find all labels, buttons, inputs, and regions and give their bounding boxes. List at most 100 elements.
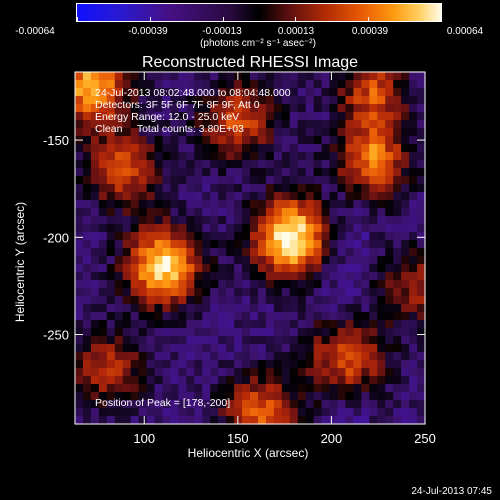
- heatmap-cell: [130, 216, 140, 225]
- heatmap-cell: [377, 288, 386, 297]
- heatmap-cell: [90, 160, 100, 169]
- heatmap-cell: [114, 112, 124, 121]
- heatmap-cell: [138, 128, 148, 137]
- heatmap-cell: [393, 232, 402, 241]
- heatmap-cell: [75, 112, 84, 121]
- heatmap-cell: [313, 344, 323, 353]
- heatmap-cell: [170, 408, 179, 417]
- heatmap-cell: [75, 152, 84, 161]
- heatmap-cell: [170, 368, 179, 377]
- heatmap-cell: [385, 152, 394, 161]
- heatmap-cell: [289, 320, 299, 329]
- heatmap-cell: [409, 200, 418, 209]
- heatmap-cell: [257, 288, 267, 297]
- heatmap-cell: [313, 392, 323, 401]
- heatmap-cell: [377, 144, 386, 153]
- heatmap-cell: [337, 160, 347, 169]
- heatmap-cell: [273, 112, 283, 121]
- heatmap-cell: [313, 96, 323, 105]
- heatmap-cell: [393, 168, 402, 177]
- heatmap-cell: [401, 144, 410, 153]
- heatmap-cell: [226, 224, 235, 233]
- heatmap-cell: [393, 88, 402, 97]
- heatmap-cell: [130, 72, 140, 81]
- heatmap-cell: [122, 80, 132, 89]
- heatmap-cell: [90, 144, 100, 153]
- heatmap-cell: [90, 312, 100, 321]
- heatmap-cell: [130, 296, 140, 305]
- heatmap-cell: [281, 248, 291, 257]
- heatmap-cell: [122, 224, 132, 233]
- heatmap-cell: [321, 344, 331, 353]
- heatmap-cell: [337, 368, 347, 377]
- heatmap-cell: [281, 88, 291, 97]
- heatmap-cell: [369, 136, 378, 145]
- heatmap-cell: [401, 304, 410, 313]
- heatmap-cell: [361, 152, 370, 161]
- heatmap-cell: [138, 96, 148, 105]
- heatmap-cell: [178, 96, 187, 105]
- heatmap-cell: [305, 72, 315, 81]
- heatmap-cell: [138, 200, 148, 209]
- heatmap-cell: [281, 400, 291, 409]
- heatmap-cell: [218, 120, 227, 129]
- heatmap-cell: [273, 256, 283, 265]
- heatmap-cell: [377, 88, 386, 97]
- heatmap-cell: [122, 272, 132, 281]
- heatmap-cell: [218, 288, 227, 297]
- heatmap-cell: [361, 264, 370, 273]
- heatmap-cell: [329, 320, 339, 329]
- heatmap-cell: [401, 160, 410, 169]
- heatmap-cell: [202, 328, 211, 337]
- heatmap-cell: [305, 184, 315, 193]
- annotation-time: 24-Jul-2013 08:02:48.000 to 08:04:48.000: [95, 87, 291, 99]
- heatmap-cell: [234, 248, 243, 257]
- heatmap-cell: [369, 120, 378, 129]
- heatmap-cell: [130, 264, 140, 273]
- heatmap-cell: [98, 240, 108, 249]
- heatmap-cell: [106, 72, 116, 81]
- heatmap-cell: [353, 384, 362, 393]
- heatmap-cell: [257, 384, 267, 393]
- heatmap-cell: [377, 176, 386, 185]
- heatmap-cell: [138, 80, 148, 89]
- heatmap-cell: [417, 320, 426, 329]
- heatmap-cell: [98, 168, 108, 177]
- heatmap-cell: [130, 336, 140, 345]
- heatmap-cell: [186, 368, 195, 377]
- heatmap-cell: [170, 208, 179, 217]
- heatmap-cell: [361, 112, 370, 121]
- heatmap-cell: [313, 144, 323, 153]
- heatmap-cell: [242, 264, 251, 273]
- heatmap-cell: [353, 240, 362, 249]
- heatmap-cell: [122, 240, 132, 249]
- heatmap-cell: [289, 352, 299, 361]
- heatmap-cell: [369, 384, 378, 393]
- heatmap-cell: [401, 208, 410, 217]
- heatmap-cell: [305, 160, 315, 169]
- heatmap-cell: [321, 248, 331, 257]
- heatmap-cell: [178, 112, 187, 121]
- heatmap-cell: [313, 200, 323, 209]
- heatmap-cell: [297, 224, 307, 233]
- heatmap-cell: [345, 368, 354, 377]
- heatmap-cell: [385, 144, 394, 153]
- heatmap-cell: [361, 376, 370, 385]
- heatmap-cell: [75, 280, 84, 289]
- heatmap-cell: [98, 336, 108, 345]
- heatmap-cell: [194, 176, 203, 185]
- heatmap-cell: [194, 328, 203, 337]
- heatmap-cell: [234, 384, 243, 393]
- heatmap-cell: [210, 408, 219, 417]
- heatmap-cell: [337, 176, 347, 185]
- heatmap-cell: [130, 168, 140, 177]
- heatmap-cell: [202, 376, 211, 385]
- heatmap-cell: [226, 408, 235, 417]
- heatmap-cell: [337, 352, 347, 361]
- heatmap-cell: [361, 232, 370, 241]
- heatmap-cell: [337, 336, 347, 345]
- heatmap-cell: [281, 272, 291, 281]
- heatmap-cell: [154, 272, 164, 281]
- heatmap-cell: [257, 272, 267, 281]
- heatmap-cell: [361, 400, 370, 409]
